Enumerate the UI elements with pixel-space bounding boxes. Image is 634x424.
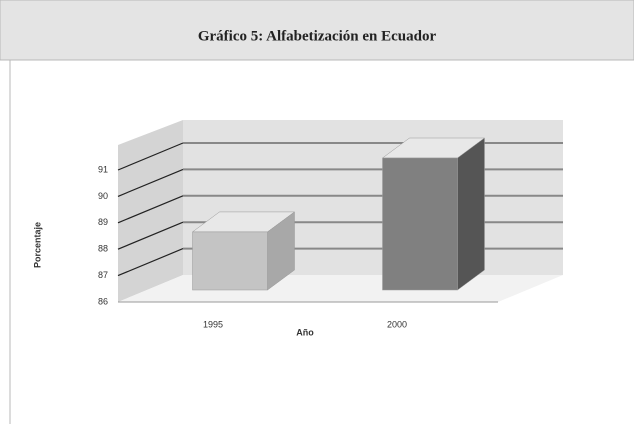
grid-line-side bbox=[117, 248, 184, 277]
x-tick-label: 1995 bbox=[203, 319, 223, 329]
y-axis-label: Porcentaje bbox=[32, 222, 42, 268]
grid-line-side bbox=[117, 195, 184, 224]
x-axis-label: Año bbox=[296, 327, 314, 337]
y-tick-label: 89 bbox=[98, 217, 108, 227]
y-tick-label: 91 bbox=[98, 164, 108, 174]
y-tick-label: 86 bbox=[98, 296, 108, 306]
bar bbox=[382, 157, 458, 291]
floor bbox=[118, 275, 563, 302]
chart-title: Gráfico 5: Alfabetización en Ecuador bbox=[198, 28, 437, 44]
grid-line-side bbox=[117, 221, 184, 250]
y-tick-label: 90 bbox=[98, 191, 108, 201]
bar-side bbox=[457, 137, 485, 291]
y-tick-label: 88 bbox=[98, 244, 108, 254]
left-wall bbox=[118, 120, 183, 302]
grid-line-side bbox=[117, 168, 184, 197]
plot: 86 87 88 89 90 91 1995 2000 bbox=[98, 137, 563, 329]
bar bbox=[192, 231, 268, 291]
title-band bbox=[0, 0, 634, 61]
y-tick-label: 87 bbox=[98, 270, 108, 280]
grid-line-side bbox=[117, 142, 184, 171]
x-tick-label: 2000 bbox=[387, 319, 407, 329]
